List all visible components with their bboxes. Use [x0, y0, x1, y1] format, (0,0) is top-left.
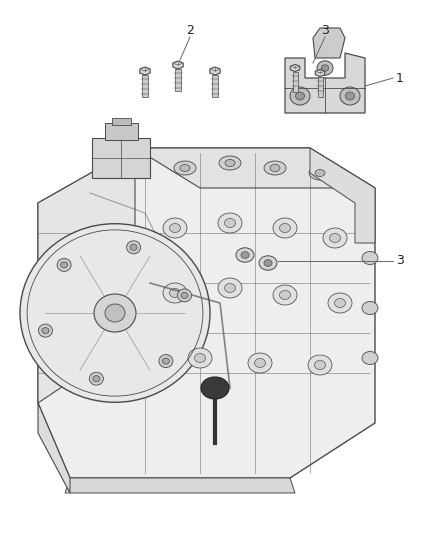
Polygon shape — [315, 69, 325, 77]
Polygon shape — [210, 67, 220, 75]
Polygon shape — [65, 478, 295, 493]
Ellipse shape — [170, 223, 180, 232]
Ellipse shape — [163, 218, 187, 238]
Polygon shape — [140, 67, 150, 75]
Ellipse shape — [279, 290, 290, 300]
Ellipse shape — [346, 92, 354, 100]
Ellipse shape — [296, 92, 304, 100]
Ellipse shape — [248, 353, 272, 373]
Ellipse shape — [308, 355, 332, 375]
Ellipse shape — [362, 302, 378, 314]
Ellipse shape — [218, 278, 242, 298]
Text: 3: 3 — [321, 23, 329, 36]
Ellipse shape — [162, 358, 170, 364]
Ellipse shape — [93, 376, 100, 382]
Ellipse shape — [42, 328, 49, 334]
Polygon shape — [293, 71, 297, 92]
Ellipse shape — [273, 218, 297, 238]
Ellipse shape — [39, 324, 53, 337]
Ellipse shape — [60, 262, 67, 268]
Ellipse shape — [225, 159, 235, 166]
Ellipse shape — [194, 353, 205, 362]
Ellipse shape — [163, 283, 187, 303]
Ellipse shape — [340, 87, 360, 105]
Ellipse shape — [218, 213, 242, 233]
Ellipse shape — [177, 289, 191, 302]
Ellipse shape — [323, 228, 347, 248]
Ellipse shape — [94, 294, 136, 332]
Ellipse shape — [105, 304, 125, 322]
Ellipse shape — [130, 244, 137, 251]
Ellipse shape — [174, 161, 196, 175]
Ellipse shape — [264, 161, 286, 175]
Polygon shape — [212, 75, 218, 97]
Polygon shape — [38, 148, 135, 403]
Ellipse shape — [328, 293, 352, 313]
Ellipse shape — [362, 252, 378, 264]
Ellipse shape — [329, 233, 340, 243]
Polygon shape — [173, 61, 183, 69]
Ellipse shape — [270, 165, 280, 172]
Polygon shape — [290, 64, 300, 71]
Polygon shape — [135, 148, 375, 188]
Ellipse shape — [321, 65, 328, 71]
Ellipse shape — [159, 354, 173, 368]
Ellipse shape — [241, 252, 249, 259]
Ellipse shape — [335, 298, 346, 308]
Polygon shape — [105, 123, 138, 140]
Ellipse shape — [236, 248, 254, 262]
Ellipse shape — [309, 166, 331, 180]
Ellipse shape — [181, 293, 188, 298]
Ellipse shape — [225, 284, 236, 293]
Ellipse shape — [201, 377, 229, 399]
Ellipse shape — [57, 259, 71, 271]
Polygon shape — [175, 69, 181, 91]
Ellipse shape — [273, 285, 297, 305]
Ellipse shape — [314, 360, 325, 369]
Text: 3: 3 — [396, 254, 404, 268]
Ellipse shape — [290, 87, 310, 105]
Ellipse shape — [264, 260, 272, 266]
Polygon shape — [313, 28, 345, 58]
Text: 2: 2 — [186, 23, 194, 36]
Ellipse shape — [225, 219, 236, 228]
Ellipse shape — [254, 359, 265, 367]
Ellipse shape — [180, 165, 190, 172]
Ellipse shape — [362, 351, 378, 365]
Polygon shape — [38, 403, 70, 493]
Ellipse shape — [259, 256, 277, 270]
Ellipse shape — [317, 61, 333, 75]
Ellipse shape — [315, 169, 325, 176]
Polygon shape — [285, 53, 365, 113]
Polygon shape — [142, 75, 148, 97]
Ellipse shape — [89, 372, 103, 385]
Text: 1: 1 — [396, 71, 404, 85]
Ellipse shape — [127, 241, 141, 254]
Ellipse shape — [219, 156, 241, 170]
Ellipse shape — [170, 288, 180, 297]
Polygon shape — [318, 77, 322, 96]
Ellipse shape — [188, 348, 212, 368]
Polygon shape — [310, 148, 375, 243]
Polygon shape — [112, 118, 131, 125]
Polygon shape — [92, 138, 150, 178]
Ellipse shape — [279, 223, 290, 232]
Polygon shape — [38, 148, 375, 478]
Ellipse shape — [20, 224, 210, 402]
